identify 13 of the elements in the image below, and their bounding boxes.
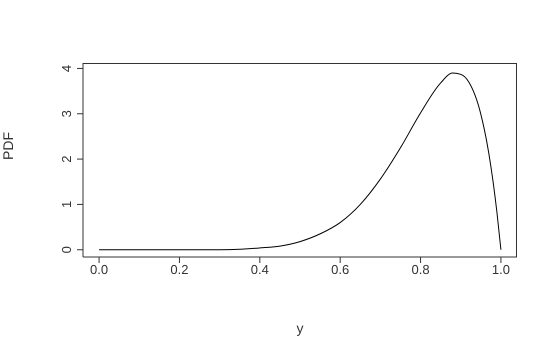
y-axis-title: PDF [0,132,16,160]
x-tick-label: 0.4 [250,262,269,278]
y-tick-label: 0 [59,246,74,254]
x-tick-label: 0.2 [170,262,188,278]
y-tick-label: 1 [59,200,74,208]
y-tick-label: 4 [59,64,74,72]
x-tick-label: 0.6 [331,262,350,278]
y-tick-label: 3 [59,110,74,118]
y-tick-label: 2 [59,155,74,163]
x-tick-label: 1.0 [492,262,510,278]
x-axis-title: y [296,320,304,336]
x-tick-label: 0.0 [90,262,108,278]
x-tick-label: 0.8 [412,262,430,278]
